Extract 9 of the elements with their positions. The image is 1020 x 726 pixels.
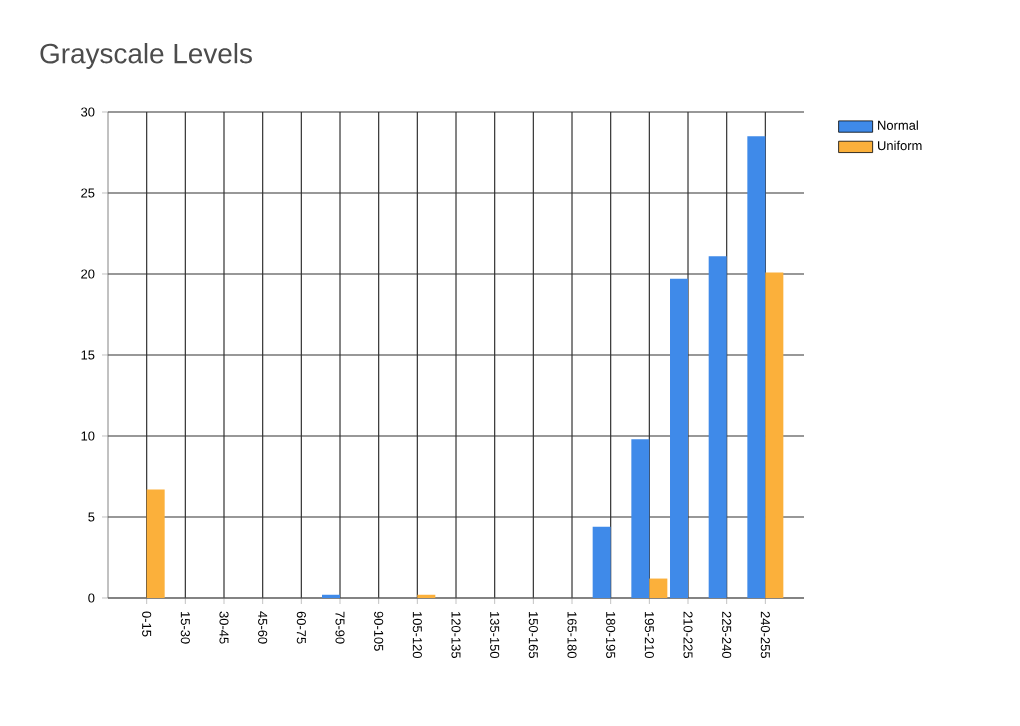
bar xyxy=(649,578,668,598)
bar xyxy=(765,272,784,598)
bar xyxy=(670,278,689,598)
bar xyxy=(708,256,727,598)
bar xyxy=(747,136,766,598)
bar xyxy=(631,439,650,598)
bar xyxy=(592,526,611,598)
chart-title: Grayscale Levels xyxy=(40,42,252,69)
bar xyxy=(146,489,165,598)
